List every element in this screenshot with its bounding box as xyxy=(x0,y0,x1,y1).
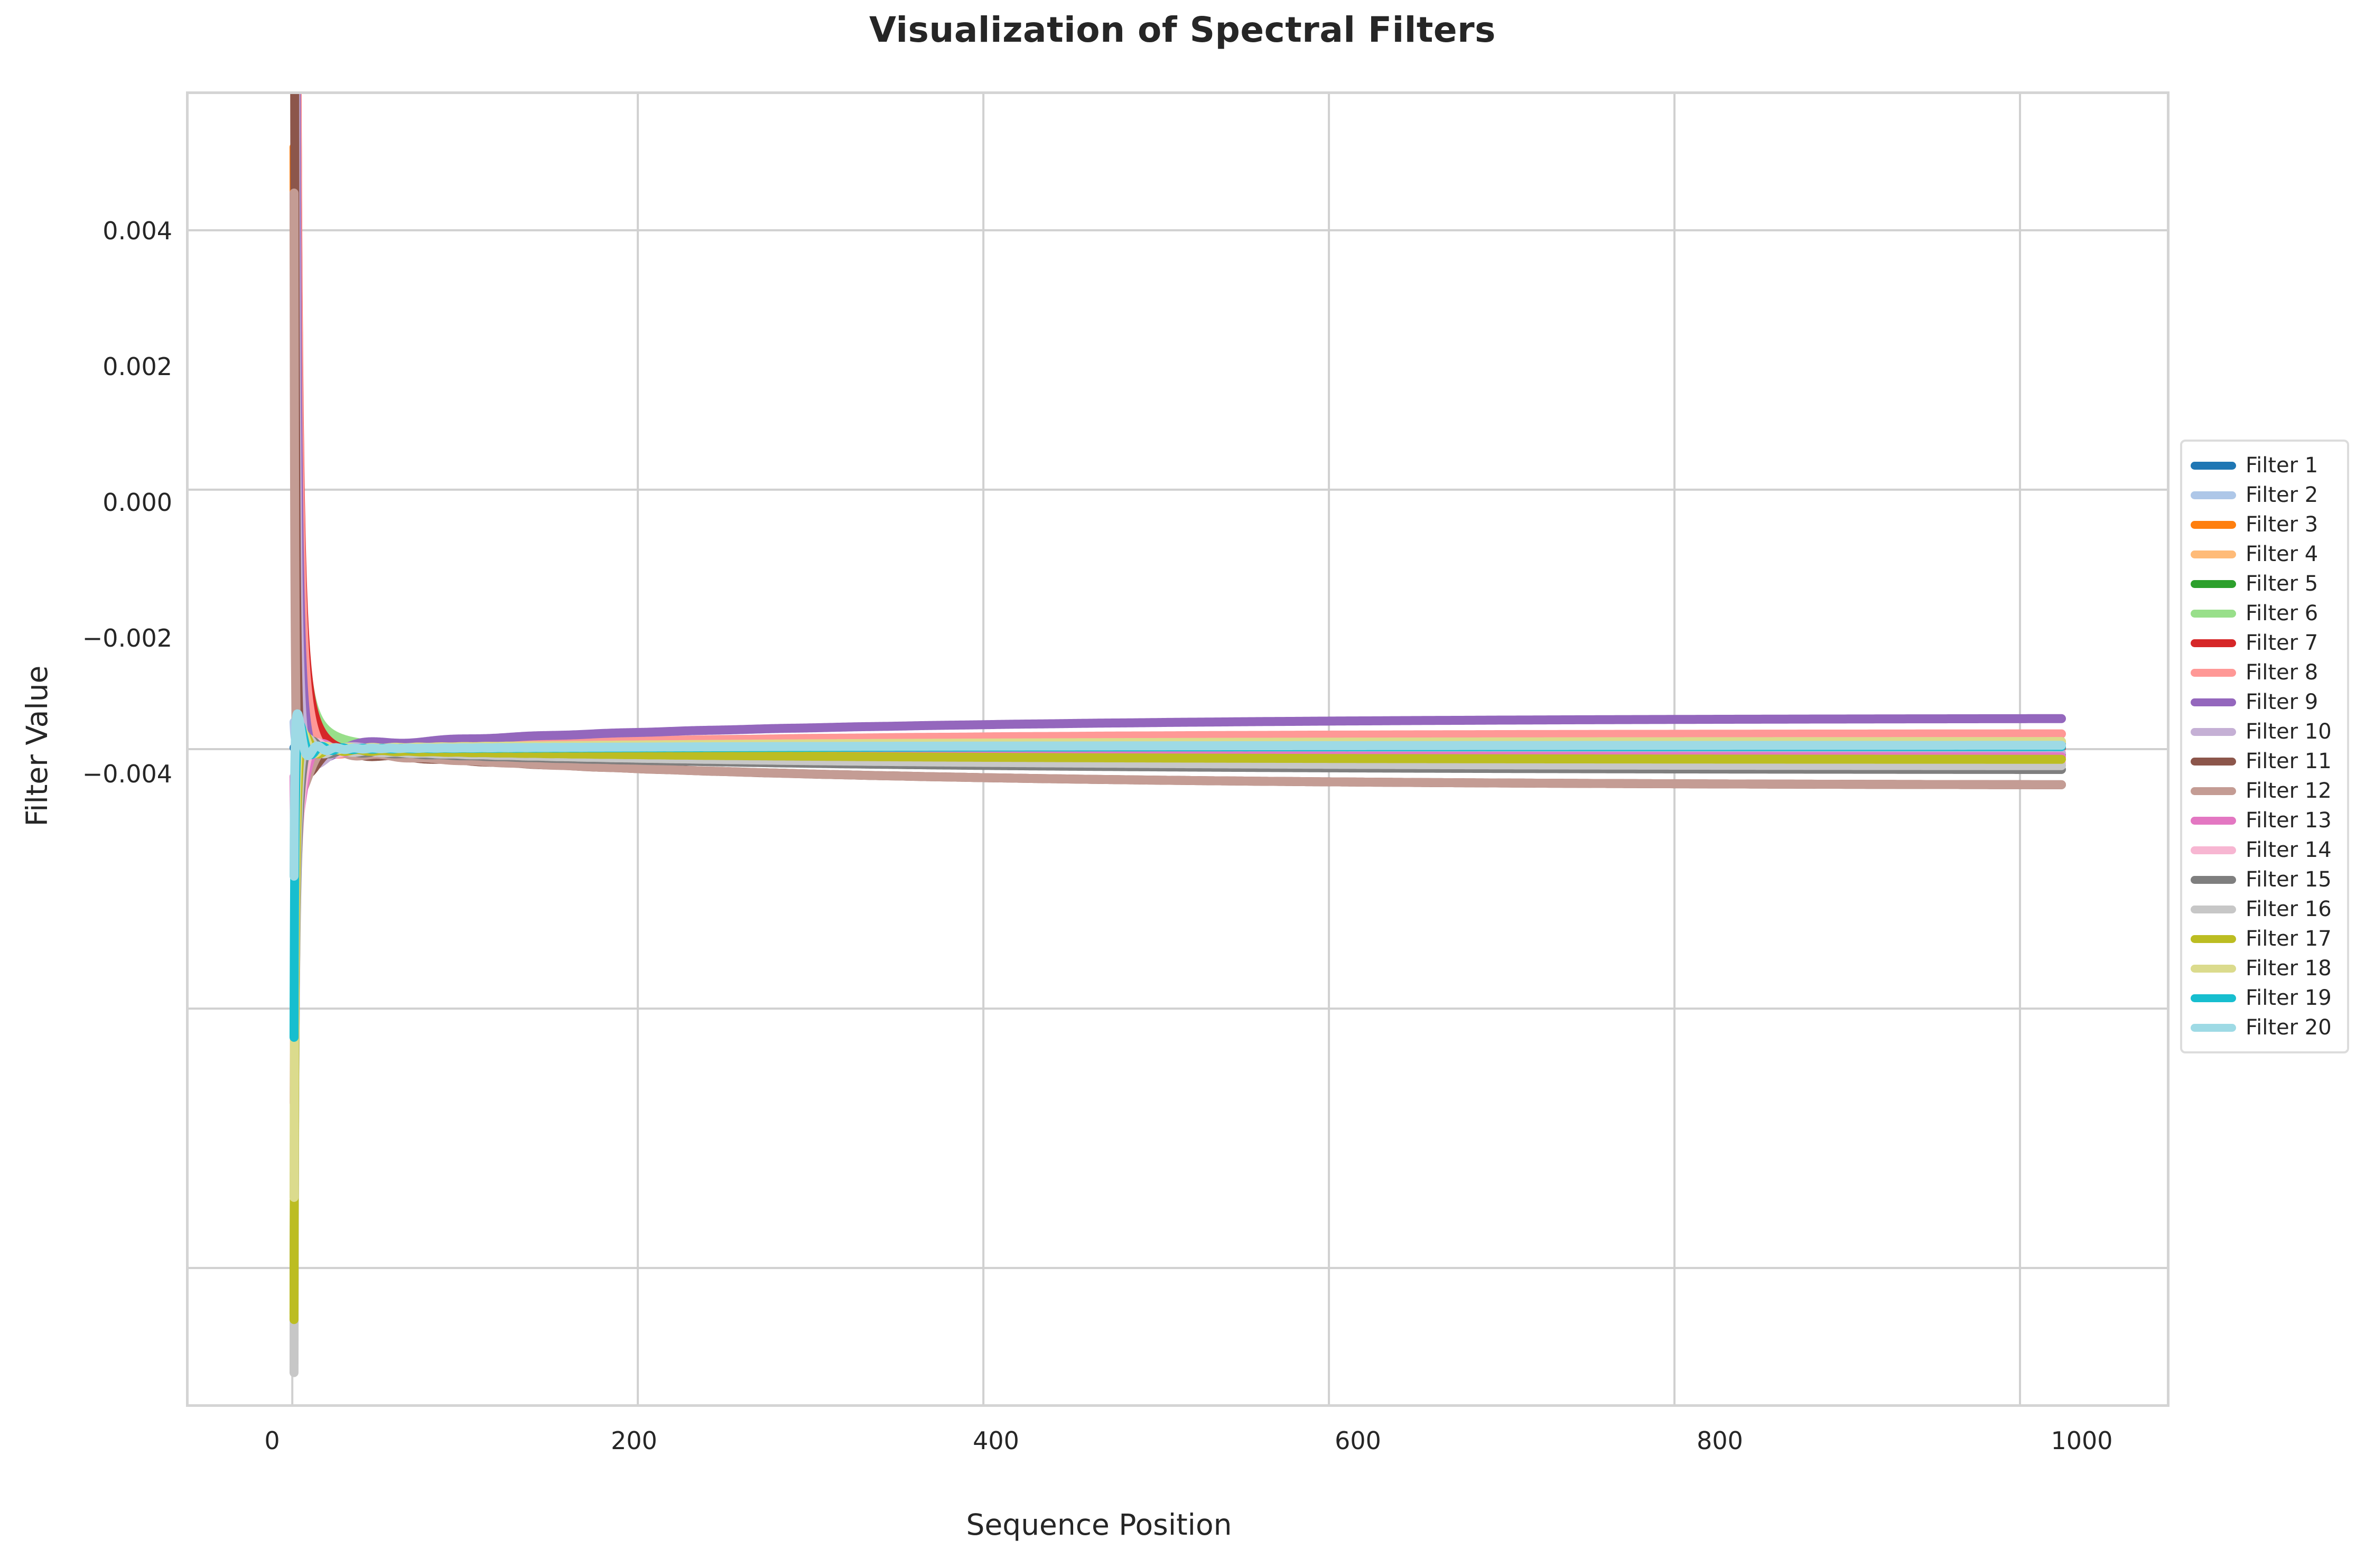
legend-item[interactable]: Filter 7 xyxy=(2191,628,2339,658)
legend-label: Filter 9 xyxy=(2246,690,2319,714)
legend-label: Filter 18 xyxy=(2246,956,2332,981)
legend-color-swatch xyxy=(2191,580,2236,588)
filter-curve xyxy=(289,736,2066,1319)
legend-label: Filter 20 xyxy=(2246,1015,2332,1040)
legend-label: Filter 19 xyxy=(2246,986,2332,1010)
filter-curve xyxy=(289,709,2066,881)
plot-svg xyxy=(189,94,2167,1404)
x-tick-label: 200 xyxy=(611,1426,657,1455)
legend-item[interactable]: Filter 16 xyxy=(2191,894,2339,924)
y-tick-label: 0.002 xyxy=(103,352,172,381)
legend-label: Filter 1 xyxy=(2246,453,2319,478)
y-tick-label: 0.004 xyxy=(103,217,172,245)
filter-curves xyxy=(289,94,2066,1377)
legend-color-swatch xyxy=(2191,757,2236,766)
legend-label: Filter 13 xyxy=(2246,808,2332,833)
legend-color-swatch xyxy=(2191,461,2236,470)
legend-item[interactable]: Filter 5 xyxy=(2191,569,2339,599)
y-tick-label: −0.002 xyxy=(82,624,172,652)
filter-curve xyxy=(289,738,2066,1107)
y-tick-label: −0.004 xyxy=(82,760,172,788)
filter-curve xyxy=(291,94,2066,770)
filter-curve xyxy=(290,94,2066,789)
x-tick-label: 600 xyxy=(1335,1426,1381,1455)
legend-color-swatch xyxy=(2191,520,2236,529)
page-title: Visualization of Spectral Filters xyxy=(869,10,1496,50)
legend-item[interactable]: Filter 14 xyxy=(2191,835,2339,865)
legend-color-swatch xyxy=(2191,816,2236,825)
legend-color-swatch xyxy=(2191,964,2236,973)
legend-item[interactable]: Filter 4 xyxy=(2191,539,2339,569)
filter-curve xyxy=(289,725,2066,1202)
x-tick-label: 800 xyxy=(1697,1426,1743,1455)
filter-curve xyxy=(289,188,2066,796)
filter-curve xyxy=(289,143,2066,753)
legend-label: Filter 10 xyxy=(2246,720,2332,744)
y-axis-label: Filter Value xyxy=(20,665,54,827)
legend-label: Filter 6 xyxy=(2246,601,2319,626)
legend-item[interactable]: Filter 18 xyxy=(2191,954,2339,983)
filter-curve xyxy=(291,94,2066,754)
legend-label: Filter 17 xyxy=(2246,927,2332,951)
legend-color-swatch xyxy=(2191,905,2236,913)
legend-item[interactable]: Filter 2 xyxy=(2191,480,2339,510)
legend-color-swatch xyxy=(2191,668,2236,677)
legend-label: Filter 3 xyxy=(2246,512,2319,537)
legend-color-swatch xyxy=(2191,935,2236,943)
legend-color-swatch xyxy=(2191,875,2236,884)
legend-label: Filter 14 xyxy=(2246,838,2332,862)
legend-color-swatch xyxy=(2191,491,2236,499)
legend[interactable]: Filter 1 Filter 2 Filter 3 Filter 4 Filter 5… xyxy=(2180,440,2349,1053)
filter-curve xyxy=(292,94,2066,757)
legend-item[interactable]: Filter 12 xyxy=(2191,776,2339,806)
legend-item[interactable]: Filter 15 xyxy=(2191,865,2339,894)
legend-item[interactable]: Filter 10 xyxy=(2191,717,2339,746)
x-tick-label: 400 xyxy=(973,1426,1019,1455)
legend-color-swatch xyxy=(2191,994,2236,1002)
legend-label: Filter 16 xyxy=(2246,897,2332,921)
legend-label: Filter 5 xyxy=(2246,572,2319,596)
legend-item[interactable]: Filter 8 xyxy=(2191,658,2339,687)
legend-item[interactable]: Filter 20 xyxy=(2191,1013,2339,1042)
legend-color-swatch xyxy=(2191,609,2236,618)
legend-color-swatch xyxy=(2191,846,2236,854)
legend-label: Filter 11 xyxy=(2246,749,2332,773)
filter-curve xyxy=(289,734,2066,1377)
legend-color-swatch xyxy=(2191,727,2236,736)
legend-label: Filter 7 xyxy=(2246,631,2319,655)
legend-color-swatch xyxy=(2191,639,2236,647)
filter-curve xyxy=(290,94,2066,759)
x-axis-label: Sequence Position xyxy=(966,1508,1232,1542)
legend-color-swatch xyxy=(2191,550,2236,558)
legend-label: Filter 2 xyxy=(2246,483,2319,507)
filter-curve xyxy=(292,94,2066,759)
x-tick-label: 1000 xyxy=(2051,1426,2113,1455)
legend-color-swatch xyxy=(2191,787,2236,795)
legend-item[interactable]: Filter 11 xyxy=(2191,746,2339,776)
legend-label: Filter 15 xyxy=(2246,867,2332,892)
legend-item[interactable]: Filter 9 xyxy=(2191,687,2339,717)
y-tick-label: 0.000 xyxy=(103,488,172,517)
legend-item[interactable]: Filter 17 xyxy=(2191,924,2339,954)
legend-item[interactable]: Filter 1 xyxy=(2191,451,2339,480)
plot-area xyxy=(186,91,2170,1407)
legend-label: Filter 12 xyxy=(2246,779,2332,803)
filter-curve xyxy=(292,94,2066,763)
filter-curve xyxy=(292,94,2066,752)
legend-color-swatch xyxy=(2191,1023,2236,1032)
legend-label: Filter 8 xyxy=(2246,660,2319,685)
legend-item[interactable]: Filter 19 xyxy=(2191,983,2339,1013)
legend-item[interactable]: Filter 13 xyxy=(2191,806,2339,835)
legend-item[interactable]: Filter 6 xyxy=(2191,599,2339,628)
legend-label: Filter 4 xyxy=(2246,542,2319,566)
legend-color-swatch xyxy=(2191,698,2236,706)
x-tick-label: 0 xyxy=(264,1426,280,1455)
filter-curve xyxy=(289,730,2066,1324)
legend-item[interactable]: Filter 3 xyxy=(2191,510,2339,539)
